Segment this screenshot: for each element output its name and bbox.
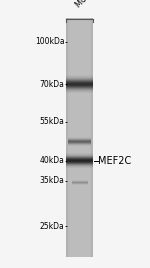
Text: MEF2C: MEF2C xyxy=(98,156,132,166)
Text: 35kDa: 35kDa xyxy=(40,176,64,185)
Text: 70kDa: 70kDa xyxy=(40,80,64,89)
Text: Mouse brain: Mouse brain xyxy=(74,0,115,9)
Text: 40kDa: 40kDa xyxy=(40,156,64,165)
Text: 55kDa: 55kDa xyxy=(40,117,64,126)
Text: 100kDa: 100kDa xyxy=(35,37,64,46)
Text: 25kDa: 25kDa xyxy=(40,222,64,231)
